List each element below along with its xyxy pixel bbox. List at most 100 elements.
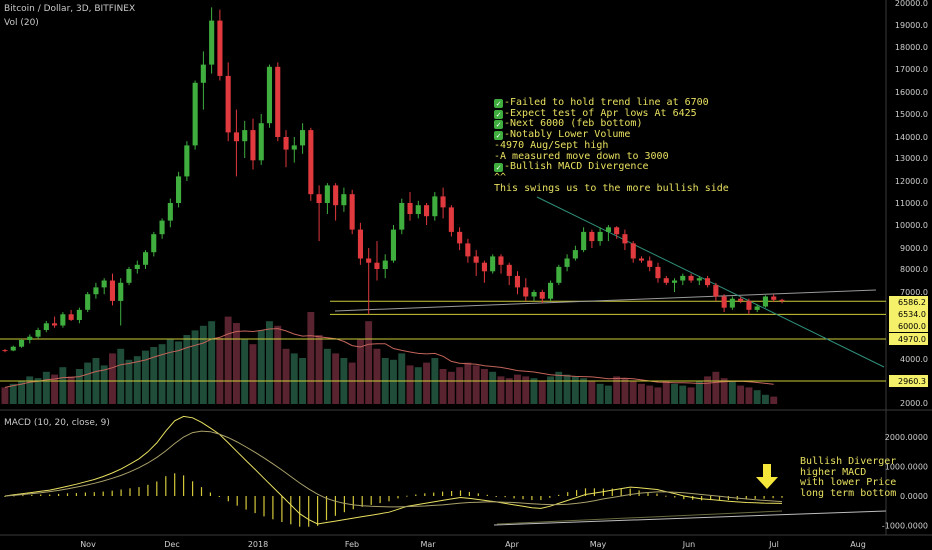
volume-bar bbox=[762, 394, 769, 404]
macd-histogram-bar bbox=[290, 496, 292, 525]
price-tag-bg bbox=[889, 333, 928, 345]
time-tick-label: Feb bbox=[345, 540, 359, 549]
candle-body bbox=[291, 145, 297, 150]
macd-histogram-bar bbox=[442, 491, 444, 496]
candle-body bbox=[638, 258, 644, 261]
candle-body bbox=[746, 300, 752, 310]
candle-body bbox=[357, 229, 363, 259]
volume-bar bbox=[183, 335, 191, 404]
volume-bar bbox=[249, 344, 257, 404]
candle-body bbox=[374, 262, 380, 269]
candle-body bbox=[713, 285, 719, 297]
macd-histogram-bar bbox=[718, 496, 721, 501]
volume-bar bbox=[398, 353, 406, 404]
candle-body bbox=[581, 231, 587, 251]
macd-histogram-bar bbox=[477, 493, 479, 496]
macd-histogram-bar bbox=[611, 488, 613, 496]
macd-histogram-bar bbox=[602, 488, 604, 496]
macd-histogram-bar bbox=[272, 496, 274, 520]
candle-body bbox=[424, 205, 430, 217]
macd-histogram-bar bbox=[66, 493, 69, 496]
macd-histogram-bar bbox=[58, 493, 60, 496]
volume-bar bbox=[166, 339, 174, 404]
macd-histogram-bar bbox=[22, 495, 24, 497]
macd-tick-label: -1000.0000 bbox=[882, 522, 928, 531]
volume-bar bbox=[67, 376, 75, 404]
macd-histogram-bar bbox=[620, 488, 622, 496]
volume-bar bbox=[216, 337, 224, 404]
volume-bar bbox=[720, 378, 728, 404]
volume-bar bbox=[109, 353, 116, 404]
macd-histogram-bar bbox=[531, 496, 533, 501]
down-arrow-icon bbox=[756, 464, 778, 489]
candle-body bbox=[762, 296, 768, 307]
price-tick-label: 13000.0 bbox=[895, 154, 928, 163]
volume-bar bbox=[315, 335, 323, 404]
macd-histogram-bar bbox=[540, 496, 542, 501]
macd-histogram-bar bbox=[522, 496, 524, 500]
macd-tick-label: 1000.0000 bbox=[885, 463, 928, 472]
macd-histogram-bar bbox=[504, 496, 506, 498]
volume-bar bbox=[489, 371, 497, 404]
macd-tick-label: 2000.0000 bbox=[885, 433, 928, 442]
volume-bar bbox=[51, 374, 58, 404]
candle-body bbox=[250, 130, 256, 161]
candle-body bbox=[192, 82, 198, 146]
macd-histogram-bar bbox=[281, 496, 283, 522]
volume-bar bbox=[596, 383, 604, 404]
macd-note-line: higher MACD bbox=[800, 466, 867, 478]
candle-body bbox=[52, 323, 58, 326]
macd-histogram-bar bbox=[656, 493, 658, 496]
annotation-line: ✓ -Notably Lower Volume bbox=[494, 129, 729, 141]
volume-bar bbox=[373, 348, 381, 404]
candle-body bbox=[622, 234, 628, 244]
volume-bar bbox=[406, 365, 414, 404]
time-tick-label: Aug bbox=[850, 540, 866, 549]
candle-body bbox=[457, 231, 463, 244]
candle-body bbox=[35, 330, 41, 337]
macd-histogram-bar bbox=[584, 488, 587, 496]
macd-histogram-bar bbox=[102, 491, 104, 496]
candle-body bbox=[176, 176, 182, 203]
candle-body bbox=[316, 194, 322, 203]
candle-body bbox=[233, 132, 239, 142]
macd-histogram-bar bbox=[370, 496, 372, 505]
macd-histogram-bar bbox=[558, 494, 560, 496]
volume-bar bbox=[332, 353, 340, 404]
candle-body bbox=[605, 227, 611, 232]
volume-bar bbox=[191, 330, 199, 404]
price-tick-label: 19000.0 bbox=[895, 21, 928, 30]
macd-histogram-bar bbox=[576, 490, 578, 496]
volume-bar bbox=[423, 362, 430, 404]
macd-histogram-bar bbox=[317, 496, 319, 526]
macd-histogram-bar bbox=[763, 496, 765, 499]
volume-bar bbox=[34, 378, 42, 404]
volume-bar bbox=[464, 362, 472, 404]
volume-bar bbox=[224, 316, 232, 404]
volume-bar bbox=[497, 376, 505, 404]
falling-trend-line bbox=[536, 196, 885, 368]
macd-histogram-bar bbox=[200, 487, 203, 496]
macd-histogram-bar bbox=[397, 496, 399, 499]
candle-body bbox=[184, 145, 190, 177]
macd-histogram-bar bbox=[227, 496, 229, 502]
volume-bar bbox=[555, 371, 563, 404]
annotation-text: -Next 6000 (feb bottom) bbox=[504, 118, 643, 130]
volume-bar bbox=[728, 381, 736, 404]
volume-bar bbox=[323, 348, 331, 404]
candle-body bbox=[448, 207, 454, 232]
annotation-line: ✓ -Expect test of Apr lows At 6425 bbox=[494, 108, 729, 120]
macd-divergence-line bbox=[493, 510, 887, 526]
macd-line bbox=[4, 415, 783, 525]
annotation-line: ^^ bbox=[494, 172, 729, 184]
macd-histogram-bar bbox=[593, 488, 595, 496]
macd-histogram-bar bbox=[40, 494, 42, 496]
volume-bar bbox=[42, 371, 50, 404]
macd-histogram-bar bbox=[31, 494, 33, 496]
macd-histogram-bar bbox=[343, 496, 345, 513]
macd-histogram-bar bbox=[388, 496, 390, 502]
annotation-line: ✓ -Next 6000 (feb bottom) bbox=[494, 119, 729, 130]
volume-bar bbox=[1, 387, 9, 404]
volume-bar bbox=[472, 365, 480, 404]
candle-body bbox=[109, 280, 115, 301]
